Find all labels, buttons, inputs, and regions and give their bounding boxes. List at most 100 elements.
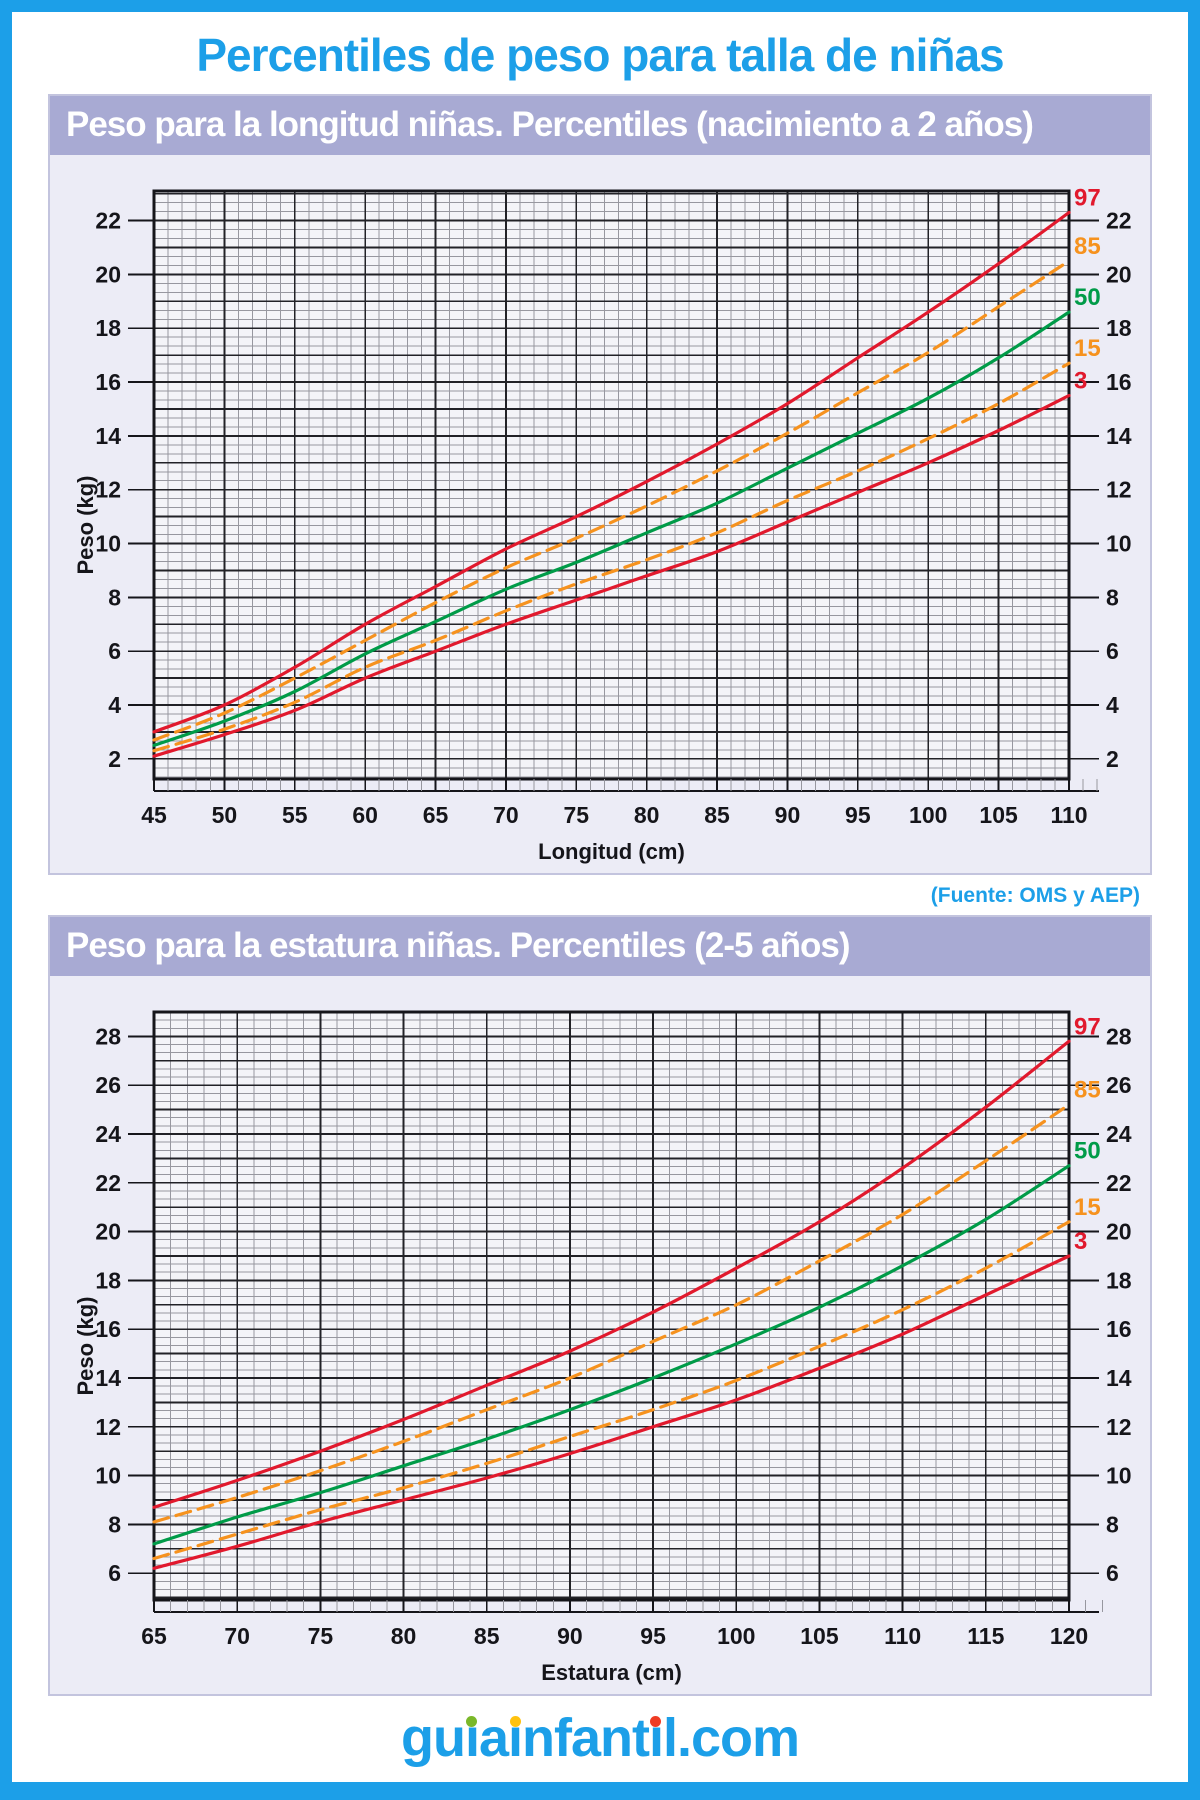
plot-border bbox=[152, 189, 1071, 781]
curve-end-label-97: 97 bbox=[1074, 1013, 1101, 1040]
y-tick-label-right: 4 bbox=[1106, 692, 1119, 718]
x-tick-label: 75 bbox=[564, 802, 590, 828]
y-tick-label-right: 12 bbox=[1106, 1414, 1132, 1440]
site-logo: gu ıa ınfant ıl.com bbox=[400, 1708, 800, 1769]
y-tick-label-right: 16 bbox=[1106, 1316, 1132, 1342]
x-tick-label: 70 bbox=[493, 802, 519, 828]
y-tick-label-right: 20 bbox=[1106, 1219, 1132, 1245]
chart-title-birth-to-2: Peso para la longitud niñas. Percentiles… bbox=[50, 96, 1150, 155]
x-tick-label: 70 bbox=[224, 1623, 250, 1649]
x-tick-label: 115 bbox=[967, 1623, 1004, 1649]
y-tick-label-right: 24 bbox=[1106, 1121, 1132, 1147]
x-tick-label: 120 bbox=[1050, 1623, 1088, 1649]
y-tick-label-right: 2 bbox=[1106, 746, 1119, 772]
y-tick-label-left: 12 bbox=[95, 1414, 121, 1440]
y-tick-label-right: 10 bbox=[1106, 531, 1132, 557]
x-tick-label: 105 bbox=[800, 1623, 839, 1649]
logo-text: nfant bbox=[522, 1708, 650, 1769]
x-tick-label: 110 bbox=[1050, 802, 1087, 828]
chart-panel-2-to-5: Peso para la estatura niñas. Percentiles… bbox=[48, 915, 1152, 1696]
y-tick-label-right: 6 bbox=[1106, 1560, 1119, 1586]
x-tick-label: 65 bbox=[141, 1623, 167, 1649]
y-tick-label-right: 14 bbox=[1106, 1365, 1132, 1391]
logo-letter-i: ı bbox=[648, 1708, 664, 1769]
x-tick-label: 85 bbox=[704, 802, 730, 828]
chart-body-birth-to-2: 2 2 4 4 6 6 8 8 10 10 12 12 14 14 16 16 18 18 20 20 22 22 45 50… bbox=[50, 155, 1150, 873]
y-tick-label-left: 10 bbox=[95, 531, 121, 557]
logo-i-dot bbox=[509, 1716, 521, 1728]
y-tick-label-right: 22 bbox=[1106, 208, 1132, 234]
percentile-curve-15 bbox=[152, 1220, 1071, 1561]
curve-end-label-15: 15 bbox=[1074, 1194, 1101, 1221]
x-tick-label: 55 bbox=[282, 802, 308, 828]
percentile-curve-85 bbox=[152, 259, 1071, 742]
x-axis-title: Estatura (cm) bbox=[541, 1660, 682, 1685]
page-title: Percentiles de peso para talla de niñas bbox=[196, 29, 1004, 81]
logo-letter-i: ı bbox=[508, 1708, 523, 1769]
y-tick-label-left: 18 bbox=[95, 315, 121, 341]
y-tick-label-left: 10 bbox=[95, 1463, 121, 1489]
curve-end-label-50: 50 bbox=[1074, 1138, 1101, 1165]
y-tick-label-left: 12 bbox=[95, 477, 121, 503]
page-footer: gu ıa ınfant ıl.com bbox=[12, 1696, 1188, 1782]
chart-title-2-to-5: Peso para la estatura niñas. Percentiles… bbox=[50, 917, 1150, 976]
y-tick-label-left: 2 bbox=[108, 746, 121, 772]
y-tick-label-left: 6 bbox=[108, 638, 121, 664]
weight-for-height-chart: 6 6 8 8 10 10 12 12 14 14 16 16 18 18 20 20 22 22 24 24 26 26… bbox=[73, 1010, 1132, 1685]
percentile-curve-15 bbox=[152, 361, 1071, 753]
x-tick-label: 65 bbox=[423, 802, 449, 828]
x-tick-label: 75 bbox=[308, 1623, 334, 1649]
y-tick-label-right: 14 bbox=[1106, 423, 1132, 449]
y-tick-label-right: 22 bbox=[1106, 1170, 1132, 1196]
x-tick-label: 45 bbox=[141, 802, 167, 828]
x-tick-label: 105 bbox=[979, 802, 1018, 828]
x-tick-label: 95 bbox=[845, 802, 871, 828]
y-tick-label-left: 22 bbox=[95, 1170, 121, 1196]
x-tick-label: 90 bbox=[557, 1623, 583, 1649]
y-tick-label-right: 12 bbox=[1106, 477, 1132, 503]
y-tick-label-right: 18 bbox=[1106, 1267, 1132, 1293]
x-tick-label: 80 bbox=[634, 802, 660, 828]
x-tick-label: 50 bbox=[212, 802, 238, 828]
grid bbox=[153, 191, 1070, 779]
source-note: (Fuente: OMS y AEP) bbox=[930, 884, 1140, 907]
y-tick-label-left: 14 bbox=[95, 423, 121, 449]
logo-text: gu bbox=[400, 1708, 466, 1769]
percentile-curve-50 bbox=[152, 1164, 1071, 1546]
y-tick-label-left: 26 bbox=[95, 1072, 121, 1098]
x-tick-label: 60 bbox=[352, 802, 378, 828]
y-tick-label-left: 20 bbox=[95, 261, 121, 287]
y-tick-label-left: 28 bbox=[95, 1023, 121, 1049]
logo-text: a bbox=[478, 1708, 509, 1769]
x-tick-label: 80 bbox=[391, 1623, 417, 1649]
y-tick-label-right: 26 bbox=[1106, 1072, 1132, 1098]
y-tick-label-left: 14 bbox=[95, 1365, 121, 1391]
chart-body-2-to-5: 6 6 8 8 10 10 12 12 14 14 16 16 18 18 20 20 22 22 24 24 26 26… bbox=[50, 976, 1150, 1694]
logo-i-dot bbox=[650, 1716, 662, 1728]
logo-letter-i: ı bbox=[464, 1708, 480, 1769]
x-tick-label: 100 bbox=[717, 1623, 755, 1649]
y-tick-label-right: 20 bbox=[1106, 261, 1132, 287]
x-tick-label: 100 bbox=[909, 802, 947, 828]
y-axis-title: Peso (kg) bbox=[73, 1296, 98, 1395]
curve-end-label-3: 3 bbox=[1074, 368, 1087, 395]
y-tick-label-left: 20 bbox=[95, 1219, 121, 1245]
curve-end-label-3: 3 bbox=[1074, 1228, 1087, 1255]
y-tick-label-left: 18 bbox=[95, 1267, 121, 1293]
curve-end-label-15: 15 bbox=[1074, 335, 1101, 362]
percentile-curve-85 bbox=[152, 1103, 1071, 1524]
axes: 6 6 8 8 10 10 12 12 14 14 16 16 18 18 20 20 22 22 24 24 26 26… bbox=[73, 1023, 1132, 1685]
percentile-curve-3 bbox=[152, 1254, 1071, 1570]
y-tick-label-left: 4 bbox=[108, 692, 121, 718]
x-tick-label: 110 bbox=[884, 1623, 921, 1649]
plot-border bbox=[152, 1010, 1071, 1602]
y-tick-label-right: 8 bbox=[1106, 584, 1119, 610]
y-tick-label-left: 6 bbox=[108, 1560, 121, 1586]
percentile-curve-50 bbox=[152, 310, 1071, 747]
curve-end-label-97: 97 bbox=[1074, 185, 1101, 212]
plot-area bbox=[154, 191, 1069, 779]
percentile-curve-3 bbox=[152, 393, 1071, 758]
y-tick-label-right: 18 bbox=[1106, 315, 1132, 341]
